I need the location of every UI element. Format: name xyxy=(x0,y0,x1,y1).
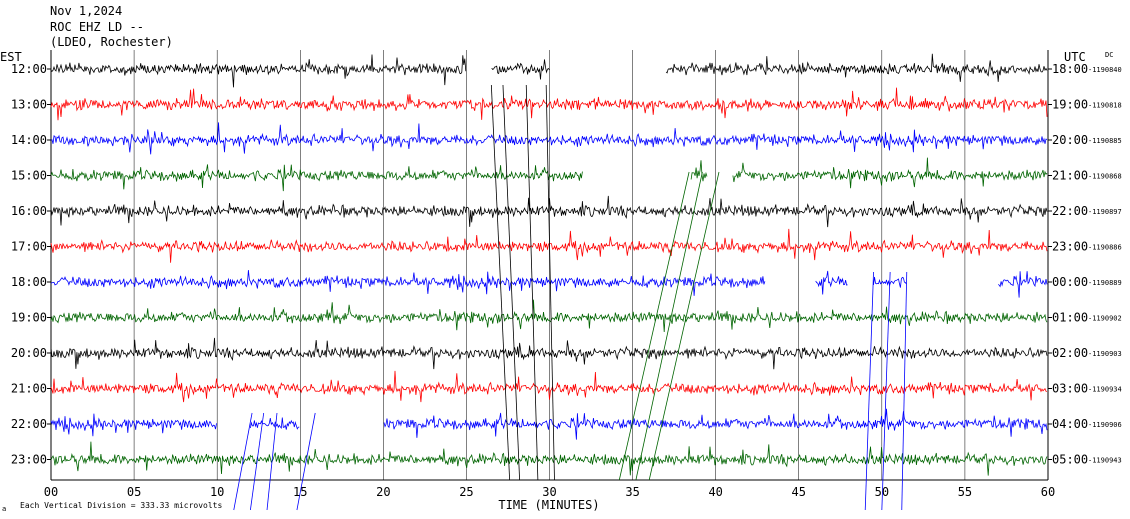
est-hour-label: 20:00 xyxy=(11,346,47,360)
utc-hour-label: 19:00 xyxy=(1052,98,1088,112)
trace-excursion-line xyxy=(901,271,908,511)
x-tick-label: 00 xyxy=(44,485,58,499)
dc-offset-labels: -1190840 -1190818 -1190885 -1190868 -1190897… xyxy=(1088,66,1122,465)
est-hour-label: 21:00 xyxy=(11,382,47,396)
x-tick-label: 05 xyxy=(127,485,141,499)
dc-offset-label: -1190886 xyxy=(1088,244,1122,252)
seismic-trace xyxy=(50,270,1048,298)
dc-offset-label: -1190943 xyxy=(1088,457,1122,465)
x-tick-label: 30 xyxy=(542,485,556,499)
utc-hour-label: 01:00 xyxy=(1052,311,1088,325)
dc-label: DC xyxy=(1105,51,1113,59)
utc-axis-label: UTC xyxy=(1064,50,1086,64)
trace-excursion-line xyxy=(618,171,690,481)
x-tick-label: 35 xyxy=(625,485,639,499)
seismic-trace xyxy=(50,441,1048,476)
x-tick-label: 20 xyxy=(376,485,390,499)
seismic-trace xyxy=(50,53,1048,88)
header-date: Nov 1,2024 xyxy=(50,4,122,18)
est-hour-label: 19:00 xyxy=(11,311,47,325)
scale-note: Each Vertical Division = 333.33 microvol… xyxy=(20,501,222,510)
dc-offset-label: -1190885 xyxy=(1088,137,1122,145)
trace-excursions xyxy=(233,84,908,511)
utc-hour-label: 03:00 xyxy=(1052,382,1088,396)
x-tick-label: 45 xyxy=(792,485,806,499)
utc-hour-label: 18:00 xyxy=(1052,62,1088,76)
trace-excursion-line xyxy=(266,412,278,511)
dc-offset-label: -1190818 xyxy=(1088,102,1122,110)
dc-offset-label: -1190889 xyxy=(1088,279,1122,287)
est-hour-label: 18:00 xyxy=(11,275,47,289)
seismic-trace xyxy=(50,408,1048,440)
dc-offset-label: -1190903 xyxy=(1088,350,1122,358)
x-tick-label: 10 xyxy=(210,485,224,499)
trace-excursion-line xyxy=(545,84,555,481)
header-station: ROC EHZ LD -- xyxy=(50,20,144,34)
trace-excursion-line xyxy=(635,171,703,481)
est-hour-label: 15:00 xyxy=(11,169,47,183)
utc-hour-label: 21:00 xyxy=(1052,169,1088,183)
trace-excursion-line xyxy=(250,412,265,511)
trace-excursion-line xyxy=(490,84,511,481)
est-hour-label: 16:00 xyxy=(11,204,47,218)
utc-hour-label: 05:00 xyxy=(1052,453,1088,467)
est-axis-label: EST xyxy=(0,50,22,64)
utc-hour-label: 00:00 xyxy=(1052,275,1088,289)
utc-hour-label: 22:00 xyxy=(1052,204,1088,218)
est-hour-label: 22:00 xyxy=(11,417,47,431)
est-hour-label: 12:00 xyxy=(11,62,47,76)
seismic-traces xyxy=(50,53,1048,476)
est-hour-label: 23:00 xyxy=(11,453,47,467)
seismic-trace xyxy=(50,157,1048,192)
grid-lines xyxy=(47,50,1052,481)
utc-hour-labels: 18:00 19:00 20:00 21:00 22:00 23:00 00:00 01:00… xyxy=(1052,62,1088,467)
x-tick-labels: 00 05 10 15 20 25 30 35 40 45 50 55 60 xyxy=(44,485,1055,499)
seismic-trace xyxy=(50,370,1048,403)
est-hour-label: 17:00 xyxy=(11,240,47,254)
seismic-trace xyxy=(50,337,1048,370)
seismic-trace xyxy=(50,228,1048,263)
seismic-trace xyxy=(50,122,1048,155)
x-tick-label: 25 xyxy=(459,485,473,499)
dc-offset-label: -1190840 xyxy=(1088,66,1122,74)
x-axis-title: TIME (MINUTES) xyxy=(498,498,599,512)
est-hour-label: 13:00 xyxy=(11,98,47,112)
utc-hour-label: 20:00 xyxy=(1052,133,1088,147)
x-tick-label: 60 xyxy=(1041,485,1055,499)
dc-offset-label: -1190897 xyxy=(1088,208,1122,216)
dc-offset-label: -1190934 xyxy=(1088,386,1122,394)
utc-hour-label: 04:00 xyxy=(1052,417,1088,431)
utc-hour-label: 02:00 xyxy=(1052,346,1088,360)
trace-excursion-line xyxy=(648,171,720,481)
trace-excursion-line xyxy=(296,412,316,511)
est-hour-label: 14:00 xyxy=(11,133,47,147)
dc-offset-label: -1190902 xyxy=(1088,315,1122,323)
x-tick-label: 55 xyxy=(958,485,972,499)
trace-excursion-line xyxy=(881,271,891,511)
seismic-trace xyxy=(50,87,1048,121)
est-hour-labels: 12:00 13:00 14:00 15:00 16:00 17:00 18:00 19:00… xyxy=(11,62,47,467)
trace-excursion-line xyxy=(502,84,520,481)
footer-mark: a xyxy=(2,505,6,513)
x-tick-label: 50 xyxy=(875,485,889,499)
x-tick-label: 15 xyxy=(293,485,307,499)
trace-excursion-line xyxy=(233,412,253,511)
seismic-trace xyxy=(50,299,1048,333)
utc-hour-label: 23:00 xyxy=(1052,240,1088,254)
dc-offset-label: -1190868 xyxy=(1088,173,1122,181)
dc-offset-label: -1190906 xyxy=(1088,421,1122,429)
trace-excursion-line xyxy=(525,84,539,481)
x-tick-label: 40 xyxy=(708,485,722,499)
trace-excursion-line xyxy=(864,271,874,511)
header-network: (LDEO, Rochester) xyxy=(50,35,173,49)
